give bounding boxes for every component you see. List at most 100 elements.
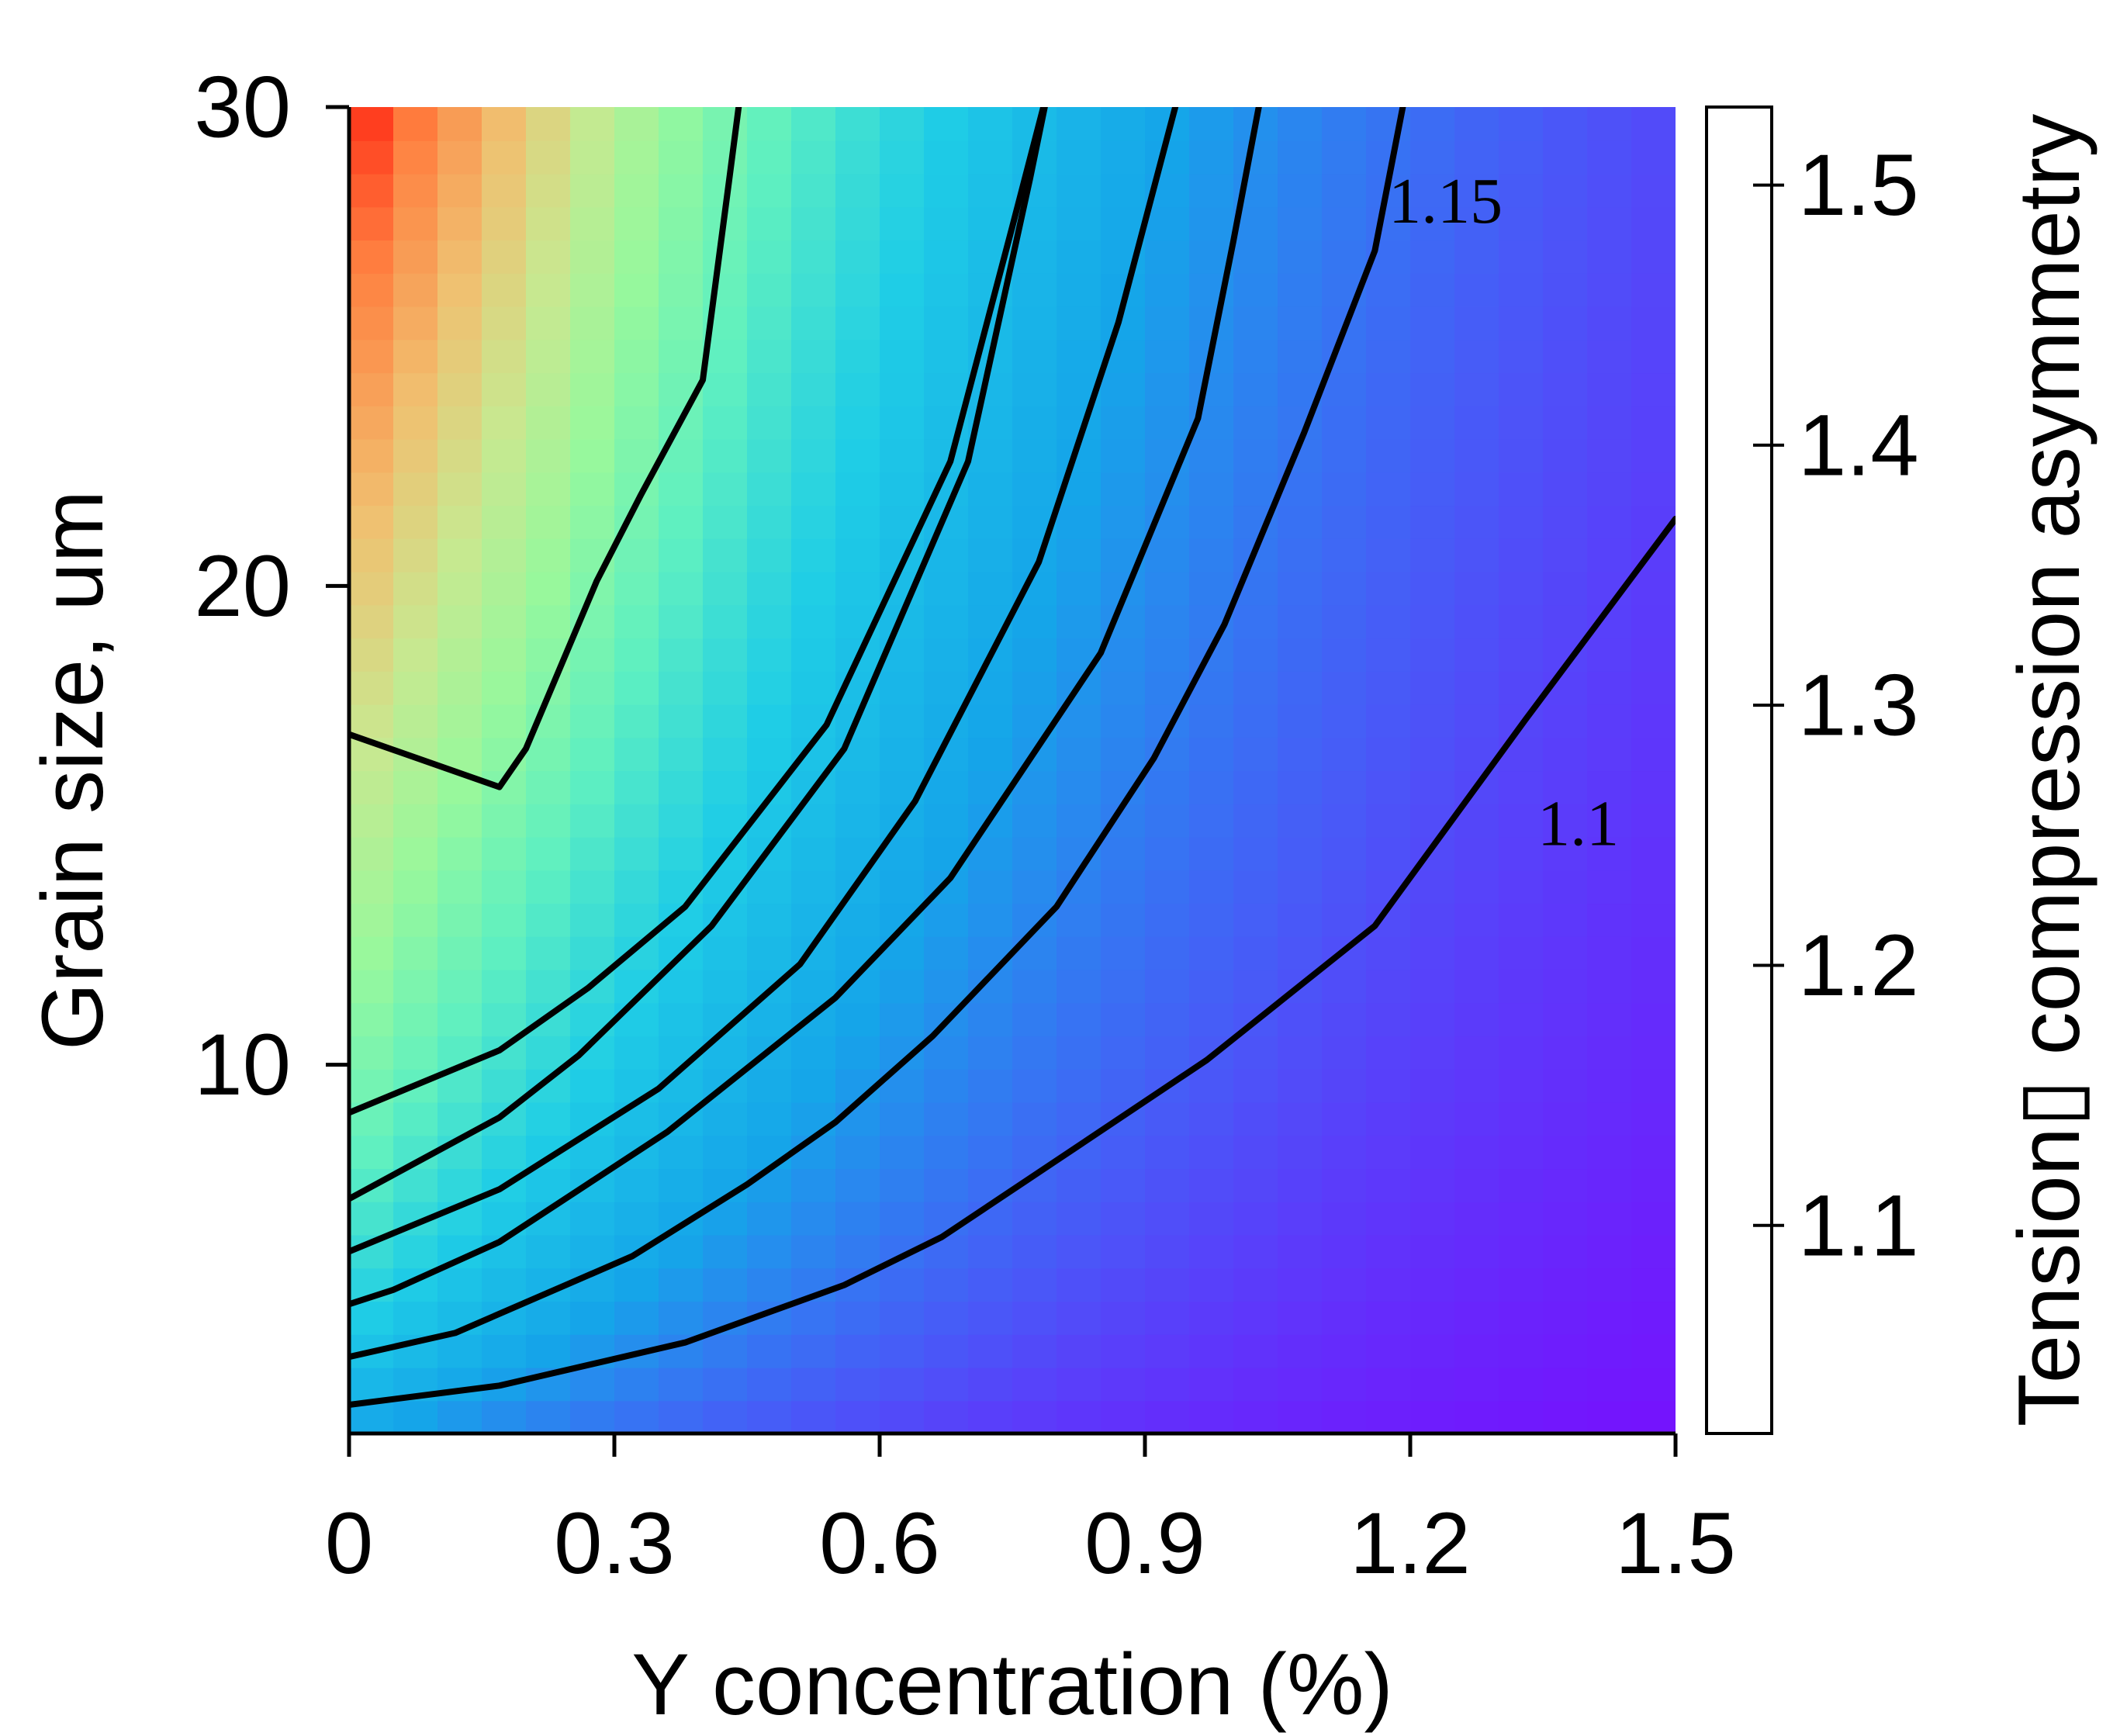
heatmap-cell: [526, 240, 571, 274]
heatmap-cell: [1233, 1301, 1278, 1335]
heatmap-cell: [703, 372, 748, 406]
heatmap-cell: [1057, 903, 1102, 937]
heatmap-cell: [1278, 903, 1323, 937]
heatmap-cell: [968, 737, 1013, 772]
heatmap-cell: [1631, 272, 1676, 307]
heatmap-cell: [1587, 1002, 1632, 1037]
heatmap-cell: [1145, 1301, 1190, 1335]
heatmap-cell: [659, 1234, 704, 1269]
heatmap-cell: [570, 1367, 615, 1402]
heatmap-cell: [747, 140, 792, 175]
heatmap-cell: [1233, 1036, 1278, 1070]
heatmap-cell: [393, 571, 438, 606]
heatmap-cell: [1012, 306, 1057, 341]
heatmap-cell: [526, 272, 571, 307]
heatmap-cell: [1454, 272, 1499, 307]
heatmap-cell: [1631, 1301, 1676, 1335]
heatmap-cell: [1322, 1333, 1367, 1368]
heatmap-cell: [1322, 836, 1367, 871]
heatmap-cell: [1278, 770, 1323, 804]
heatmap-cell: [1543, 538, 1588, 572]
contour-labels: 1.11.151.21.251.31.351.4: [1389, 165, 1619, 860]
heatmap-cell: [1410, 405, 1455, 440]
heatmap-cell: [1233, 903, 1278, 937]
heatmap-cell: [393, 538, 438, 572]
heatmap-cell: [1543, 505, 1588, 539]
heatmap-cell: [1012, 472, 1057, 507]
heatmap-cell: [1410, 306, 1455, 341]
heatmap-cell: [1322, 1267, 1367, 1302]
x-tick-label: 1.5: [1615, 1495, 1736, 1592]
heatmap-cell: [1366, 538, 1411, 572]
heatmap-cell: [482, 704, 527, 738]
heatmap-cell: [1012, 372, 1057, 406]
heatmap-cell: [1543, 1036, 1588, 1070]
heatmap-cell: [1189, 770, 1234, 804]
heatmap-cell: [1101, 140, 1146, 175]
heatmap-cell: [659, 803, 704, 838]
heatmap-cell: [1454, 140, 1499, 175]
heatmap-cell: [924, 1400, 969, 1433]
heatmap-cell: [1499, 1234, 1544, 1269]
heatmap-cell: [1543, 1267, 1588, 1302]
heatmap-cell: [614, 935, 659, 970]
heatmap-cell: [437, 538, 482, 572]
heatmap-cell: [1233, 770, 1278, 804]
heatmap-cell: [526, 1301, 571, 1335]
heatmap-cell: [1012, 1333, 1057, 1368]
heatmap-cell: [1057, 935, 1102, 970]
heatmap-cell: [924, 372, 969, 406]
heatmap-cell: [570, 903, 615, 937]
heatmap-cell: [614, 272, 659, 307]
heatmap-cell: [835, 505, 880, 539]
heatmap-cell: [747, 1068, 792, 1103]
heatmap-cell: [349, 1002, 394, 1037]
heatmap-cell: [1499, 505, 1544, 539]
heatmap-cell: [1587, 1036, 1632, 1070]
heatmap-cell: [1322, 140, 1367, 175]
heatmap-cell: [924, 140, 969, 175]
heatmap-cell: [1322, 1234, 1367, 1269]
colorbar-tick-label: 1.1: [1798, 1177, 1919, 1274]
heatmap-cell: [1587, 472, 1632, 507]
heatmap-cell: [1233, 240, 1278, 274]
heatmap-cell: [1057, 1201, 1102, 1236]
heatmap-cell: [570, 272, 615, 307]
heatmap-cell: [1587, 538, 1632, 572]
heatmap-cell: [1233, 1234, 1278, 1269]
x-tick-label: 0: [325, 1495, 373, 1592]
heatmap-cell: [880, 438, 925, 473]
heatmap-cell: [1145, 372, 1190, 406]
heatmap-cell: [1543, 272, 1588, 307]
heatmap-cell: [703, 538, 748, 572]
heatmap-cell: [1410, 803, 1455, 838]
colorbar-tick-label: 1.4: [1798, 396, 1919, 493]
heatmap-cell: [1454, 405, 1499, 440]
heatmap-cell: [614, 538, 659, 572]
heatmap-cell: [1499, 339, 1544, 374]
heatmap-cell: [1057, 1036, 1102, 1070]
heatmap-cell: [1012, 1400, 1057, 1433]
heatmap-cell: [1587, 1333, 1632, 1368]
heatmap-cell: [1189, 1135, 1234, 1170]
heatmap-cell: [1631, 1267, 1676, 1302]
heatmap-cell: [570, 704, 615, 738]
heatmap-cell: [1233, 870, 1278, 904]
heatmap-cell: [1101, 638, 1146, 672]
heatmap-cell: [1587, 240, 1632, 274]
heatmap-cell: [1189, 1301, 1234, 1335]
heatmap-cell: [437, 272, 482, 307]
heatmap-cell: [1189, 206, 1234, 241]
contour-line: [349, 107, 742, 790]
heatmap-cell: [614, 140, 659, 175]
heatmap-cell: [1278, 1135, 1323, 1170]
heatmap-cell: [924, 670, 969, 705]
heatmap-cell: [1189, 836, 1234, 871]
heatmap-cell: [1499, 638, 1544, 672]
heatmap-cell: [968, 1002, 1013, 1037]
heatmap-cell: [1145, 836, 1190, 871]
heatmap-cell: [1101, 1135, 1146, 1170]
heatmap-cell: [968, 571, 1013, 606]
heatmap-cell: [393, 505, 438, 539]
heatmap-cell: [1233, 935, 1278, 970]
